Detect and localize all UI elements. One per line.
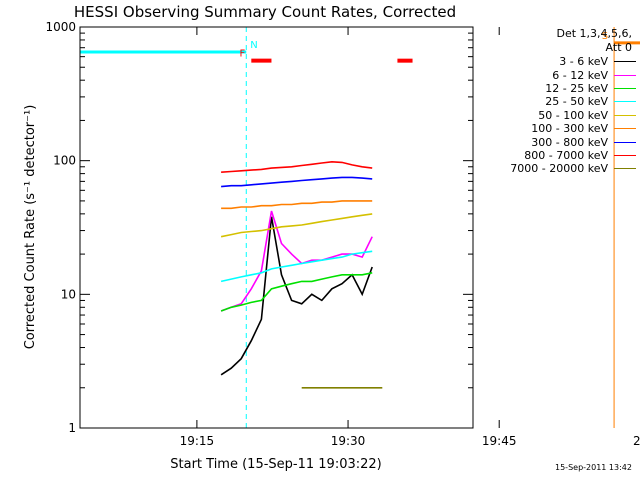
legend-entry: 300 - 800 keV (478, 135, 638, 149)
flare-flag-label: F (240, 49, 246, 60)
series-line (220, 272, 373, 312)
legend-entry-label: 12 - 25 keV (545, 81, 608, 95)
legend-entry-label: 6 - 12 keV (552, 68, 608, 82)
legend-entry-label: 800 - 7000 keV (524, 148, 608, 162)
legend-swatch (614, 154, 636, 156)
legend-entry-label: 50 - 100 keV (538, 108, 608, 122)
legend-entry-label: 100 - 300 keV (531, 122, 608, 136)
series-line (220, 216, 373, 376)
legend-swatch (614, 141, 636, 143)
series-line (221, 200, 373, 210)
x-tick-label: 20:00 (633, 434, 640, 448)
legend-swatch (614, 168, 636, 170)
x-tick-label: 19:15 (180, 434, 215, 448)
legend-swatch (614, 128, 636, 130)
legend-entry: 7000 - 20000 keV (478, 162, 638, 175)
legend: Det 1,3,4,5,6, Att 0 3 - 6 keV 6 - 12 keV… (478, 27, 638, 176)
legend-entry: 6 - 12 keV (478, 68, 638, 82)
legend-swatch (614, 101, 636, 103)
legend-swatch (614, 87, 636, 89)
legend-swatch (614, 74, 636, 76)
legend-entry: 100 - 300 keV (478, 122, 638, 135)
y-tick-label: 100 (53, 154, 76, 168)
series-line (220, 210, 373, 312)
series-line (221, 160, 373, 173)
series-line (220, 213, 373, 238)
x-tick-label: 19:30 (331, 434, 366, 448)
x-tick-label: 19:45 (482, 434, 517, 448)
night-flag-label: N (250, 40, 257, 51)
legend-entry: 50 - 100 keV (478, 109, 638, 122)
legend-entry: 12 - 25 keV (478, 82, 638, 95)
legend-entry-label: 3 - 6 keV (559, 55, 608, 69)
series-line (221, 176, 373, 188)
legend-entry: 25 - 50 keV (478, 95, 638, 108)
legend-header-line-1: Det 1,3,4,5,6, (556, 27, 632, 40)
series-line (220, 250, 373, 283)
y-tick-label: 10 (61, 287, 76, 301)
y-tick-label: 1 (68, 421, 76, 435)
date-stamp: 15-Sep-2011 13:42 (555, 463, 632, 472)
y-tick-label: 1000 (45, 20, 76, 34)
chart-title: HESSI Observing Summary Count Rates, Cor… (74, 3, 456, 21)
legend-swatch (614, 61, 636, 63)
legend-entry-label: 300 - 800 keV (531, 135, 608, 149)
plot-frame (79, 26, 474, 429)
legend-entry: 800 - 7000 keV (478, 149, 638, 162)
y-axis-label: Corrected Count Rate (s⁻¹ detector⁻¹) (23, 105, 38, 350)
legend-header-line-2: Att 0 (605, 41, 632, 54)
legend-entry: 3 - 6 keV (478, 55, 638, 68)
x-axis-label: Start Time (15-Sep-11 19:03:22) (170, 457, 381, 472)
legend-swatch (614, 114, 636, 116)
legend-entry-label: 25 - 50 keV (545, 95, 608, 109)
saa-flag-label: S (602, 31, 608, 42)
legend-entry-label: 7000 - 20000 keV (510, 162, 608, 176)
